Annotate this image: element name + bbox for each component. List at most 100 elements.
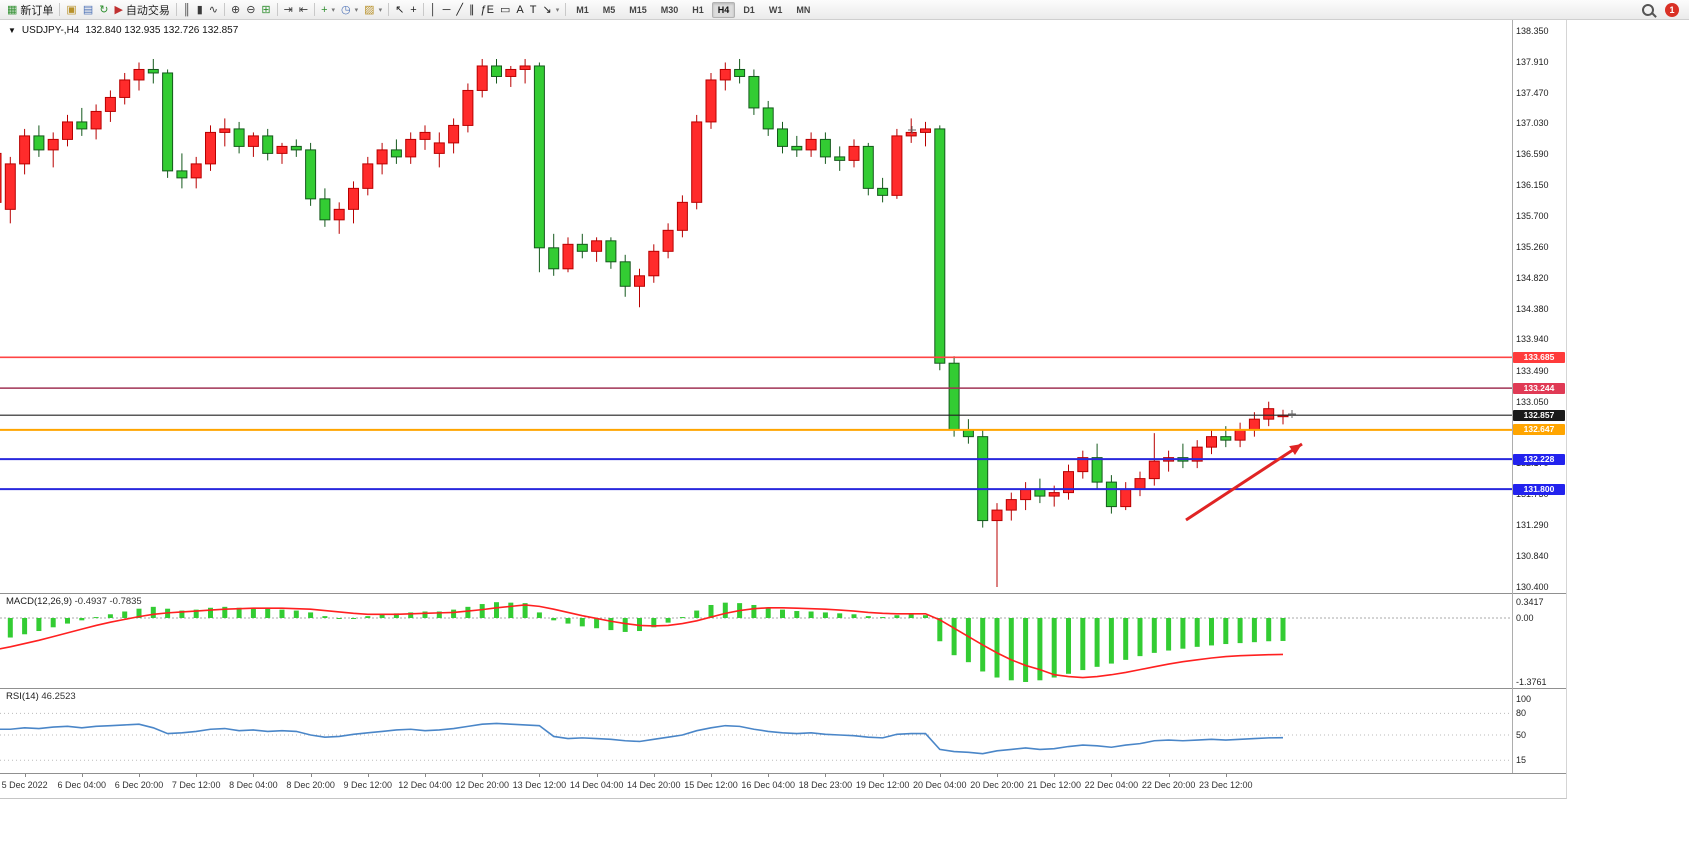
- bear-candle: [777, 128, 788, 147]
- label-button[interactable]: T: [527, 1, 540, 19]
- chevron-down-icon: ▾: [378, 6, 383, 14]
- bull-candle: [133, 68, 145, 81]
- bar-chart-button[interactable]: ║: [180, 1, 194, 19]
- macd-histogram-bar: [65, 618, 70, 624]
- zoom-out-icon: ⊖: [246, 3, 256, 16]
- charts-button[interactable]: ▣: [63, 1, 79, 19]
- timeframe-m1[interactable]: M1: [576, 4, 589, 15]
- main-chart-canvas[interactable]: [0, 20, 1512, 593]
- macd-canvas[interactable]: [0, 594, 1512, 688]
- bull-candle: [519, 65, 531, 70]
- bull-candle: [247, 135, 259, 147]
- bear-candle: [33, 135, 45, 151]
- timeframe-w1[interactable]: W1: [768, 4, 783, 15]
- timeframe-m30[interactable]: M30: [660, 4, 679, 15]
- charts-icon: ▣: [66, 3, 77, 16]
- bull-candle: [1234, 429, 1246, 441]
- chart-ohlc-values: 132.840 132.935 132.726 132.857: [85, 25, 239, 36]
- shapes-button[interactable]: ▭: [497, 1, 513, 19]
- macd-histogram-bar: [79, 618, 85, 621]
- bear-candle: [1220, 436, 1232, 441]
- channel-button[interactable]: ∥: [466, 1, 478, 19]
- time-axis[interactable]: 5 Dec 2022 6 Dec 04:00 6 Dec 20:00 7 Dec 12…: [0, 773, 1566, 797]
- rsi-axis-label: 100: [1516, 694, 1532, 704]
- notification-badge[interactable]: 1: [1665, 2, 1679, 17]
- arrows-button[interactable]: ↘ ▾: [539, 1, 562, 19]
- bull-candle: [19, 135, 31, 165]
- timeframe-d1[interactable]: D1: [743, 4, 755, 15]
- macd-histogram-bar: [1237, 618, 1243, 644]
- auto-scroll-button[interactable]: ⇥: [281, 1, 296, 19]
- timeframe-mn[interactable]: MN: [796, 4, 811, 15]
- bear-candle: [76, 121, 88, 130]
- horizontal-line-button[interactable]: ─: [440, 1, 454, 19]
- new-order-icon: ▦: [7, 3, 18, 16]
- main-chart-panel: ▼ USDJPY-,H4 132.840 132.935 132.726 132…: [0, 20, 1566, 593]
- profiles-button[interactable]: ▤: [80, 1, 96, 19]
- refresh-button[interactable]: ↻: [96, 1, 111, 19]
- vertical-line-button[interactable]: │: [427, 1, 440, 19]
- bear-candle: [619, 261, 631, 287]
- macd-histogram-bar: [379, 614, 385, 618]
- timeframe-m15[interactable]: M15: [629, 4, 647, 15]
- new-order-button[interactable]: ▦ 新订单: [4, 1, 56, 19]
- auto-trading-button[interactable]: ▶ 自动交易: [111, 1, 172, 19]
- line-chart-button[interactable]: ∿: [206, 1, 221, 19]
- price-axis-label: 131.290: [1516, 519, 1549, 530]
- bull-candle: [205, 131, 216, 165]
- time-axis-label: 8 Dec 20:00: [286, 780, 335, 790]
- trend-arrow[interactable]: [1185, 442, 1303, 522]
- search-icon: [1642, 3, 1654, 16]
- time-axis-label: 12 Dec 04:00: [398, 780, 452, 790]
- templates-button[interactable]: ▨ ▾: [361, 1, 385, 19]
- bear-candle: [791, 145, 803, 151]
- periods-button[interactable]: ◷ ▾: [338, 1, 361, 19]
- bull-candle: [1206, 436, 1217, 448]
- timeframe-m5[interactable]: M5: [602, 4, 616, 15]
- macd-histogram-bar: [279, 609, 285, 618]
- time-axis-tick: [367, 774, 369, 777]
- crosshair-button[interactable]: +: [407, 1, 419, 19]
- price-axis-label: 134.380: [1516, 303, 1549, 314]
- tile-windows-button[interactable]: ⊞: [258, 1, 273, 19]
- bull-candle: [705, 79, 717, 123]
- chart-shift-button[interactable]: ⇤: [296, 1, 311, 19]
- macd-histogram-bar: [551, 618, 557, 621]
- macd-histogram-bar: [780, 609, 785, 618]
- macd-histogram-bar: [1051, 618, 1057, 678]
- macd-histogram-bar: [594, 618, 600, 629]
- bear-candle: [762, 107, 774, 130]
- indicators-button[interactable]: + ▾: [318, 1, 338, 19]
- trendline-button[interactable]: ╱: [453, 1, 466, 19]
- price-axis-label: 137.470: [1516, 87, 1549, 98]
- bear-candle: [819, 138, 831, 158]
- time-axis-tick: [196, 774, 198, 777]
- macd-histogram-bar: [436, 611, 442, 618]
- templates-icon: ▨: [364, 3, 375, 16]
- timeframe-h1[interactable]: H1: [692, 4, 704, 15]
- macd-axis-label: -1.3761: [1516, 676, 1547, 687]
- macd-axis-label: 0.00: [1516, 613, 1534, 623]
- macd-histogram-bar: [794, 611, 800, 618]
- bull-candle: [362, 163, 374, 189]
- time-axis-tick: [882, 774, 884, 777]
- time-axis-label: 18 Dec 23:00: [798, 780, 853, 790]
- macd-histogram-bar: [236, 607, 242, 618]
- zoom-in-button[interactable]: ⊕: [228, 1, 243, 19]
- search-button[interactable]: [1639, 1, 1657, 19]
- rsi-name: RSI(14): [6, 691, 39, 702]
- time-axis-label: 9 Dec 12:00: [343, 780, 393, 790]
- time-axis-label: 14 Dec 20:00: [627, 780, 681, 790]
- bull-candle: [476, 65, 488, 91]
- timeframe-h4[interactable]: H4: [711, 1, 736, 18]
- candlestick-chart-button[interactable]: ▮: [194, 1, 206, 19]
- rsi-canvas[interactable]: [0, 689, 1512, 773]
- price-axis[interactable]: 138.350 137.910 137.470 137.030 136.590 136.1…: [1513, 20, 1566, 593]
- zoom-out-button[interactable]: ⊖: [243, 1, 258, 19]
- macd-histogram-bar: [1166, 618, 1172, 651]
- text-button[interactable]: A: [513, 1, 526, 19]
- cursor-button[interactable]: ↖: [392, 1, 407, 19]
- fibonacci-button[interactable]: ƒE: [478, 1, 497, 19]
- macd-name: MACD(12,26,9): [6, 596, 72, 607]
